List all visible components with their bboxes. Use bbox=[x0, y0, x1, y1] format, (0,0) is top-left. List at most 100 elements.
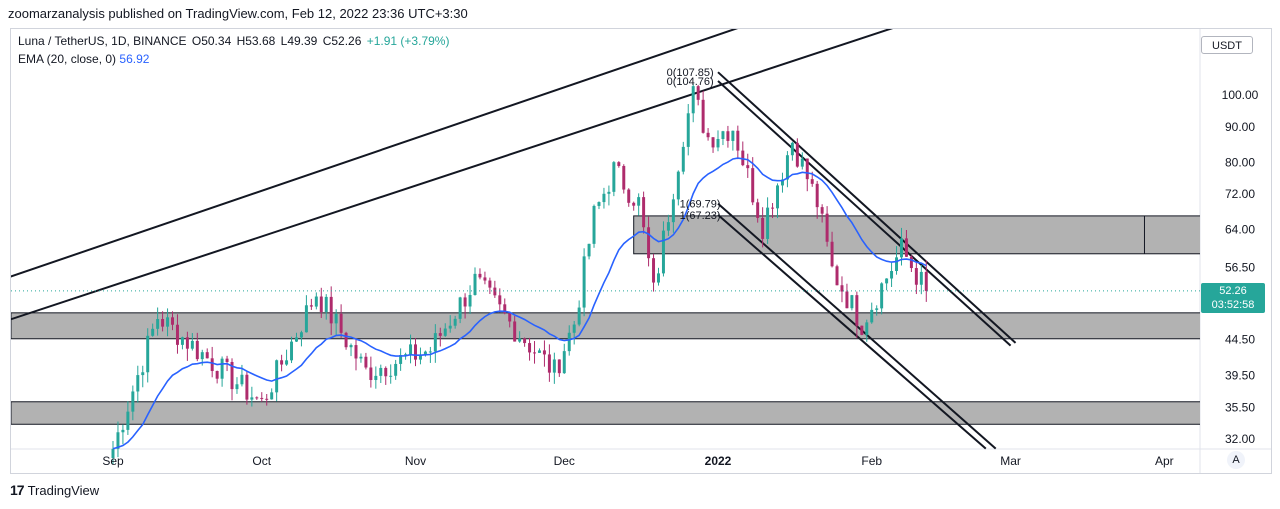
candle-body bbox=[384, 367, 388, 377]
x-tick-label: Mar bbox=[1000, 454, 1021, 468]
candle-body bbox=[151, 328, 155, 336]
candle-body bbox=[825, 213, 829, 242]
candle-body bbox=[513, 321, 517, 342]
candle-body bbox=[131, 391, 135, 412]
candle-body bbox=[865, 322, 869, 335]
ema-label: EMA (20, close, 0) bbox=[18, 52, 117, 66]
candle-body bbox=[409, 344, 413, 355]
candle-body bbox=[423, 351, 427, 355]
candle-body bbox=[121, 429, 125, 433]
candle-body bbox=[399, 354, 403, 364]
open-value: O50.34 bbox=[191, 34, 232, 48]
candle-body bbox=[666, 222, 670, 231]
candle-body bbox=[671, 199, 675, 223]
auto-scale-button[interactable]: A bbox=[1227, 451, 1245, 469]
candle-body bbox=[875, 308, 879, 310]
candle-body bbox=[503, 304, 507, 314]
x-tick-label: Dec bbox=[554, 454, 575, 468]
candle-body bbox=[270, 392, 274, 400]
candle-body bbox=[359, 356, 363, 359]
candle-body bbox=[751, 168, 755, 203]
candle-body bbox=[250, 397, 254, 400]
x-tick-label: Oct bbox=[252, 454, 271, 468]
candle-body bbox=[562, 351, 566, 374]
candle-body bbox=[146, 335, 150, 373]
candle-body bbox=[761, 217, 765, 239]
candle-body bbox=[711, 137, 715, 148]
candle-body bbox=[602, 193, 606, 203]
y-tick-label: 80.00 bbox=[1225, 155, 1255, 169]
symbol-name: Luna / TetherUS, 1D, BINANCE bbox=[18, 34, 187, 48]
footer-brand[interactable]: TradingView bbox=[27, 482, 100, 498]
candle-body bbox=[795, 142, 799, 167]
candle-body bbox=[369, 367, 373, 381]
fib-level-label: 1(67.23) bbox=[680, 210, 721, 222]
candle-body bbox=[309, 305, 313, 307]
trend-line bbox=[11, 29, 894, 321]
candle-body bbox=[642, 197, 646, 228]
candle-body bbox=[537, 350, 541, 353]
candle-body bbox=[914, 268, 918, 285]
candle-body bbox=[637, 197, 641, 206]
zone-box bbox=[11, 401, 1200, 425]
candle-body bbox=[339, 313, 343, 333]
candle-body bbox=[587, 243, 591, 257]
candle-body bbox=[835, 266, 839, 286]
candle-body bbox=[116, 432, 120, 449]
candle-body bbox=[225, 358, 229, 362]
candle-body bbox=[622, 165, 626, 190]
ema-legend[interactable]: EMA (20, close, 0) 56.92 bbox=[18, 52, 149, 66]
candle-body bbox=[731, 130, 735, 141]
candle-body bbox=[329, 296, 333, 324]
candle-body bbox=[756, 202, 760, 218]
candle-body bbox=[220, 358, 224, 379]
candle-body bbox=[349, 345, 353, 348]
candle-body bbox=[845, 291, 849, 309]
candle-body bbox=[324, 296, 328, 312]
bar-countdown: 03:52:58 bbox=[1211, 299, 1255, 311]
chart-frame bbox=[10, 28, 1272, 474]
ema-line bbox=[112, 157, 927, 450]
candle-body bbox=[394, 363, 398, 376]
candle-body bbox=[374, 375, 378, 381]
candle-body bbox=[815, 183, 819, 208]
candle-body bbox=[498, 295, 502, 305]
candle-body bbox=[453, 318, 457, 326]
candle-body bbox=[275, 360, 279, 393]
candle-body bbox=[290, 341, 294, 361]
x-tick-label: Apr bbox=[1155, 454, 1174, 468]
candle-body bbox=[245, 374, 249, 400]
candle-body bbox=[299, 332, 303, 338]
y-tick-label: 35.50 bbox=[1225, 401, 1255, 415]
candle-body bbox=[364, 356, 368, 368]
candle-body bbox=[458, 297, 462, 319]
candle-body bbox=[716, 138, 720, 148]
candle-body bbox=[389, 375, 393, 377]
candle-body bbox=[280, 360, 284, 365]
symbol-header: Luna / TetherUS, 1D, BINANCE O50.34 H53.… bbox=[18, 34, 451, 48]
candle-body bbox=[572, 324, 576, 333]
candle-body bbox=[706, 132, 710, 138]
candle-body bbox=[493, 287, 497, 296]
currency-selector[interactable]: USDT bbox=[1201, 36, 1253, 54]
candle-body bbox=[200, 352, 204, 360]
candle-body bbox=[860, 325, 864, 335]
candle-body bbox=[478, 273, 482, 278]
zone-box bbox=[633, 215, 1200, 255]
candle-body bbox=[652, 258, 656, 283]
candle-body bbox=[528, 343, 532, 353]
candle-body bbox=[180, 337, 184, 345]
y-tick-label: 44.50 bbox=[1225, 332, 1255, 346]
candle-body bbox=[294, 337, 298, 342]
candle-body bbox=[885, 278, 889, 284]
candle-body bbox=[195, 340, 199, 360]
y-tick-label: 32.00 bbox=[1225, 432, 1255, 446]
y-tick-label: 72.00 bbox=[1225, 187, 1255, 201]
candle-body bbox=[438, 333, 442, 336]
candle-body bbox=[736, 130, 740, 151]
candle-body bbox=[726, 131, 730, 141]
candle-body bbox=[205, 352, 209, 359]
trend-line bbox=[717, 80, 1012, 347]
candle-body bbox=[592, 205, 596, 244]
